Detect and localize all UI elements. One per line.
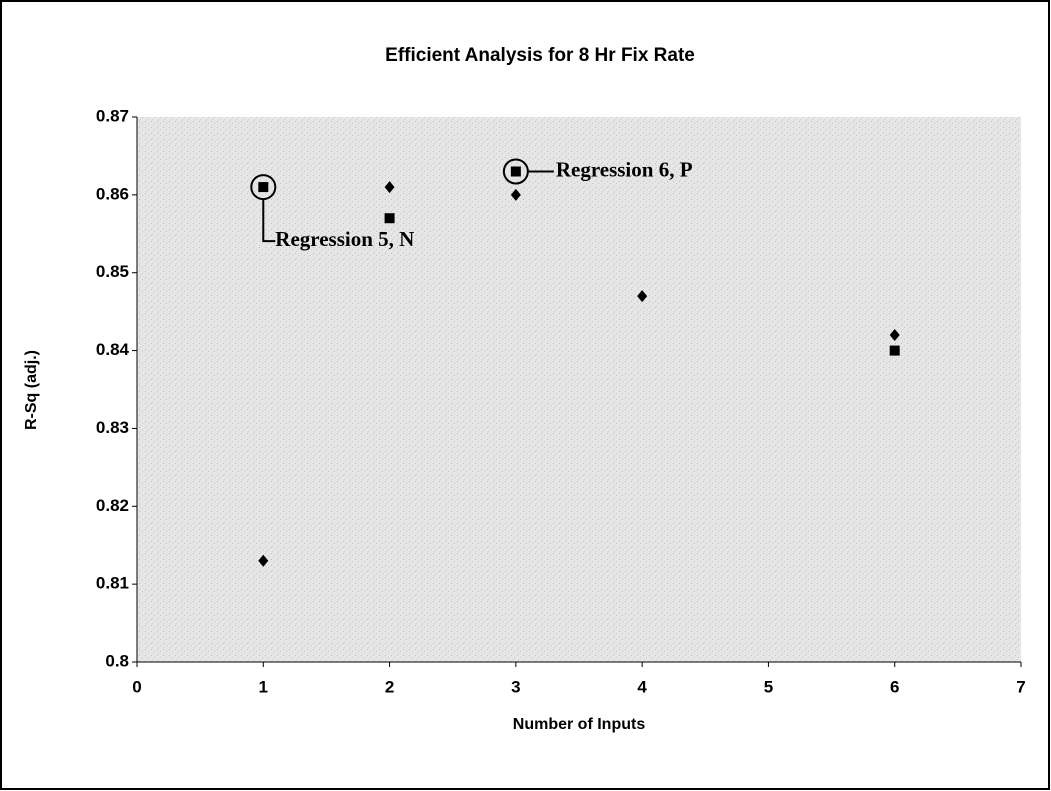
x-tick-label: 1 — [259, 677, 268, 696]
y-tick-label: 0.81 — [96, 574, 129, 593]
square-marker — [889, 345, 900, 356]
x-tick-label: 3 — [511, 677, 520, 696]
y-tick-label: 0.8 — [105, 651, 129, 670]
x-tick-label: 4 — [637, 677, 647, 696]
plot-area — [137, 117, 1021, 662]
diamond-marker — [510, 188, 521, 201]
diamond-marker — [637, 290, 648, 303]
x-axis-label: Number of Inputs — [513, 716, 646, 733]
y-tick-label: 0.82 — [96, 496, 129, 515]
square-marker — [510, 166, 521, 177]
y-tick-label: 0.84 — [96, 340, 130, 359]
y-tick-label: 0.83 — [96, 418, 129, 437]
x-tick-label: 6 — [890, 677, 899, 696]
square-marker — [384, 213, 395, 224]
x-tick-label: 5 — [764, 677, 773, 696]
diamond-marker — [889, 329, 900, 341]
x-tick-label: 0 — [132, 677, 141, 696]
y-tick-label: 0.86 — [96, 184, 129, 203]
x-tick-label: 7 — [1016, 677, 1025, 696]
y-tick-label: 0.85 — [96, 262, 129, 281]
y-axis-label: R-Sq (adj.) — [23, 350, 40, 430]
annotation-leader — [262, 199, 276, 243]
diamond-marker — [258, 554, 269, 567]
square-marker — [258, 182, 269, 193]
chart-title: Efficient Analysis for 8 Hr Fix Rate — [385, 45, 695, 66]
y-tick-label: 0.87 — [96, 106, 129, 125]
annotation-label: Regression 6, P — [556, 157, 693, 181]
diamond-marker — [384, 181, 395, 194]
annotation-label: Regression 5, N — [275, 227, 414, 251]
x-tick-label: 2 — [385, 677, 394, 696]
